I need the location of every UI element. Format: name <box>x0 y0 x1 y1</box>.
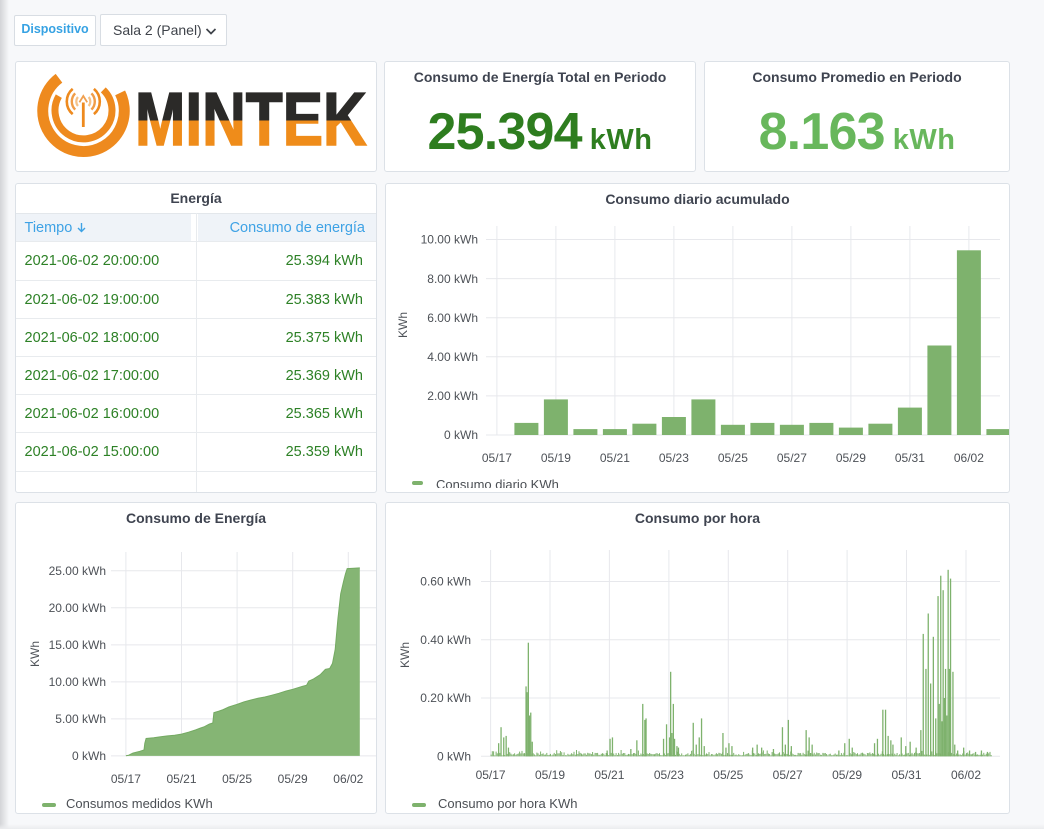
svg-text:10.00 kWh: 10.00 kWh <box>421 233 478 247</box>
svg-text:05/27: 05/27 <box>777 451 807 465</box>
svg-text:4.00 kWh: 4.00 kWh <box>427 350 478 364</box>
svg-text:0.40 kWh: 0.40 kWh <box>420 633 471 647</box>
svg-text:05/23: 05/23 <box>654 768 684 782</box>
svg-text:25.00 kWh: 25.00 kWh <box>49 564 106 578</box>
svg-text:MINTEK: MINTEK <box>135 78 367 162</box>
svg-text:05/27: 05/27 <box>773 768 803 782</box>
svg-text:0.60 kWh: 0.60 kWh <box>420 575 471 589</box>
svg-text:06/02: 06/02 <box>954 451 984 465</box>
svg-text:05/31: 05/31 <box>891 768 921 782</box>
svg-text:05/17: 05/17 <box>111 772 141 786</box>
svg-text:15.00 kWh: 15.00 kWh <box>49 638 106 652</box>
svg-text:05/19: 05/19 <box>541 451 571 465</box>
svg-text:8.00 kWh: 8.00 kWh <box>427 272 478 286</box>
svg-text:05/25: 05/25 <box>713 768 743 782</box>
svg-text:0 kWh: 0 kWh <box>437 750 471 764</box>
svg-text:0 kWh: 0 kWh <box>72 749 106 763</box>
svg-text:05/31: 05/31 <box>895 451 925 465</box>
svg-text:05/23: 05/23 <box>659 451 689 465</box>
svg-text:0.20 kWh: 0.20 kWh <box>420 691 471 705</box>
svg-text:05/17: 05/17 <box>482 451 512 465</box>
svg-text:06/02: 06/02 <box>951 768 981 782</box>
svg-text:0 kWh: 0 kWh <box>444 428 478 442</box>
svg-text:5.00 kWh: 5.00 kWh <box>55 712 106 726</box>
svg-text:20.00 kWh: 20.00 kWh <box>49 601 106 615</box>
svg-text:05/21: 05/21 <box>594 768 624 782</box>
svg-text:6.00 kWh: 6.00 kWh <box>427 311 478 325</box>
svg-text:05/17: 05/17 <box>476 768 506 782</box>
svg-text:2.00 kWh: 2.00 kWh <box>427 389 478 403</box>
svg-text:05/29: 05/29 <box>832 768 862 782</box>
svg-text:05/25: 05/25 <box>222 772 252 786</box>
svg-text:05/29: 05/29 <box>278 772 308 786</box>
svg-text:05/21: 05/21 <box>600 451 630 465</box>
svg-text:05/29: 05/29 <box>836 451 866 465</box>
svg-text:05/19: 05/19 <box>535 768 565 782</box>
svg-text:06/02: 06/02 <box>333 772 363 786</box>
svg-text:10.00 kWh: 10.00 kWh <box>49 675 106 689</box>
svg-text:05/21: 05/21 <box>166 772 196 786</box>
svg-text:05/25: 05/25 <box>718 451 748 465</box>
